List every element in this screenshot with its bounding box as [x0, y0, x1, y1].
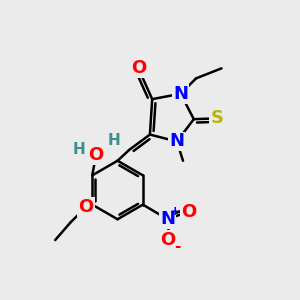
Text: H: H — [107, 133, 120, 148]
Text: N: N — [173, 85, 188, 103]
Text: N: N — [160, 210, 175, 228]
Text: O: O — [181, 202, 196, 220]
Text: O: O — [88, 146, 104, 164]
Text: O: O — [160, 231, 175, 249]
Text: O: O — [78, 198, 94, 216]
Text: +: + — [169, 205, 180, 218]
Text: O: O — [131, 59, 146, 77]
Text: S: S — [210, 110, 224, 128]
Text: H: H — [73, 142, 85, 157]
Text: N: N — [169, 133, 184, 151]
Text: -: - — [174, 239, 181, 254]
